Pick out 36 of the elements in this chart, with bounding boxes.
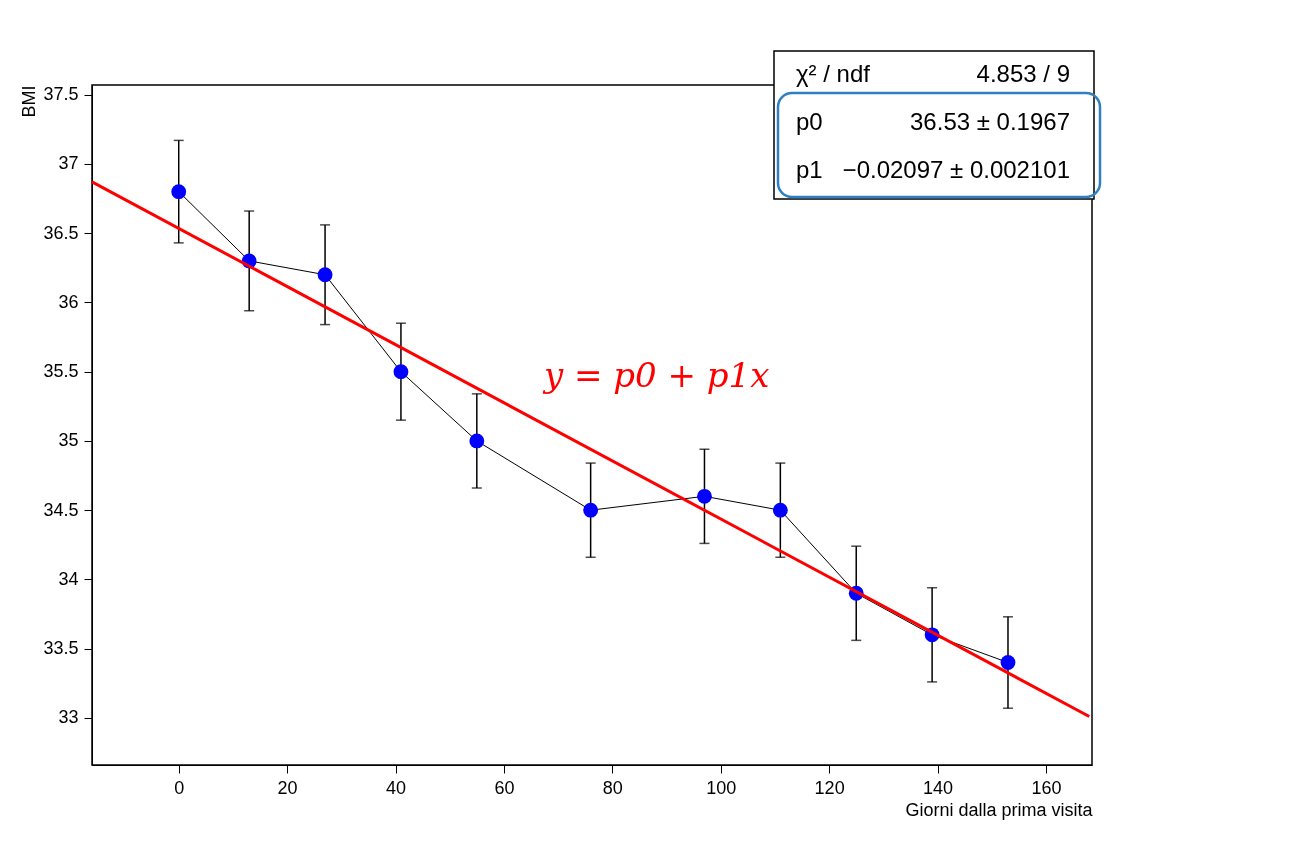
- y-tick-label: 36.5: [43, 222, 79, 243]
- x-tick-label: 100: [706, 777, 737, 798]
- annotation: 4.853 / 9: [976, 60, 1070, 87]
- annotation: −0.02097 ± 0.002101: [842, 156, 1070, 183]
- x-axis-title: Giorni dalla prima visita: [905, 799, 1094, 820]
- point: [469, 433, 485, 449]
- y-tick-label: 35.5: [43, 361, 79, 382]
- x-tick-label: 80: [602, 777, 623, 798]
- x-tick-label: 140: [923, 777, 954, 798]
- y-axis-title: BMI: [19, 85, 40, 118]
- y-tick-label: 35: [58, 430, 79, 451]
- point: [171, 184, 187, 200]
- y-tick-label: 36: [58, 291, 79, 312]
- y-tick-label: 33.5: [43, 638, 79, 659]
- point: [1000, 655, 1016, 670]
- point: [317, 267, 333, 283]
- point: [393, 364, 409, 380]
- x-tick-label: 120: [814, 777, 845, 798]
- y-tick-label: 33: [58, 707, 79, 728]
- annotation: p1: [796, 156, 823, 183]
- y-tick-label: 37.5: [43, 84, 79, 105]
- x-tick-label: 160: [1031, 777, 1062, 798]
- annotation: y = p0 + p1x: [542, 355, 770, 395]
- y-tick-label: 34.5: [43, 499, 79, 520]
- x-tick-label: 40: [386, 777, 407, 798]
- annotation: p0: [796, 108, 823, 135]
- annotation: 36.53 ± 0.1967: [910, 108, 1070, 135]
- x-tick-label: 60: [494, 777, 515, 798]
- point: [697, 488, 712, 504]
- point: [772, 502, 788, 518]
- annotation: χ² / ndf: [796, 60, 871, 87]
- point: [583, 502, 599, 518]
- x-tick-label: 0: [174, 777, 185, 798]
- x-tick-label: 20: [277, 777, 298, 798]
- y-tick-label: 37: [58, 153, 79, 174]
- y-tick-label: 34: [58, 568, 79, 589]
